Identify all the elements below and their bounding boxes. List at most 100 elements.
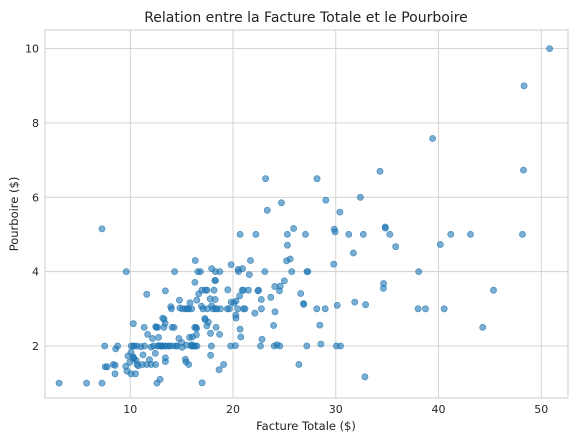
x-tick-label: 40	[432, 403, 446, 416]
data-point	[322, 196, 330, 204]
y-ticks: 2 4 6 8 10	[25, 43, 39, 353]
data-point	[321, 305, 329, 313]
data-point	[297, 290, 305, 297]
data-point	[175, 335, 183, 342]
data-point	[168, 323, 176, 331]
data-point	[160, 315, 168, 323]
y-tick-label: 10	[25, 43, 39, 56]
data-point	[112, 345, 120, 353]
data-point	[153, 379, 161, 387]
data-points	[55, 45, 553, 387]
x-tick-label: 20	[226, 403, 240, 416]
data-point	[152, 361, 159, 368]
data-point	[154, 323, 161, 331]
data-point	[519, 230, 526, 238]
data-point	[129, 320, 137, 328]
data-point	[415, 268, 423, 275]
data-point	[232, 311, 240, 319]
x-axis-label: Facture Totale ($)	[256, 419, 356, 433]
data-point	[157, 342, 165, 350]
data-point	[185, 361, 193, 368]
data-point	[546, 45, 553, 52]
y-tick-label: 8	[32, 117, 39, 130]
data-point	[520, 166, 527, 174]
data-point	[429, 135, 436, 142]
data-point	[362, 301, 369, 309]
data-point	[251, 309, 259, 317]
data-point	[140, 323, 148, 331]
data-point	[235, 268, 242, 275]
data-point	[207, 329, 214, 337]
data-point	[220, 361, 227, 368]
data-point	[392, 243, 400, 251]
data-point	[351, 298, 359, 306]
data-point	[295, 361, 303, 368]
data-point	[267, 293, 275, 301]
data-point	[333, 301, 341, 309]
data-point	[380, 280, 387, 287]
x-tick-label: 10	[123, 403, 137, 416]
y-axis-label: Pourboire ($)	[7, 177, 21, 252]
data-point	[283, 230, 291, 238]
data-point	[126, 358, 134, 366]
data-point	[304, 268, 312, 275]
data-point	[258, 335, 266, 343]
data-point	[361, 373, 369, 381]
data-point	[381, 224, 389, 232]
data-point	[211, 296, 219, 303]
data-point	[149, 335, 156, 342]
y-tick-label: 6	[32, 191, 39, 204]
data-point	[386, 230, 394, 238]
data-point	[207, 342, 215, 350]
data-point	[276, 287, 283, 295]
data-point	[101, 342, 109, 350]
data-point	[191, 323, 199, 331]
data-point	[303, 342, 311, 350]
y-tick-label: 4	[32, 266, 39, 279]
data-point	[244, 286, 252, 294]
data-point	[234, 305, 242, 313]
data-point	[252, 230, 260, 238]
data-point	[376, 167, 384, 175]
data-point	[467, 230, 474, 238]
data-point	[161, 287, 169, 295]
data-point	[103, 363, 111, 371]
data-point	[257, 296, 265, 303]
data-point	[436, 241, 444, 248]
data-point	[198, 379, 206, 387]
data-point	[283, 257, 290, 265]
data-point	[190, 342, 198, 350]
data-point	[330, 225, 338, 233]
data-point	[520, 82, 528, 90]
data-point	[216, 268, 224, 275]
data-point	[277, 199, 285, 207]
data-point	[143, 361, 150, 368]
data-point	[238, 286, 246, 294]
chart-title: Relation entre la Facture Totale et le P…	[144, 10, 468, 26]
data-point	[203, 305, 211, 313]
data-point	[280, 277, 288, 285]
data-point	[261, 268, 269, 275]
data-point	[236, 325, 244, 333]
data-point	[236, 230, 244, 238]
data-point	[139, 351, 147, 359]
data-point	[55, 379, 63, 387]
data-point	[271, 308, 279, 316]
data-point	[257, 342, 264, 350]
x-ticks: 10 20 30 40 50	[123, 403, 548, 416]
data-point	[193, 296, 201, 304]
data-point	[239, 305, 247, 313]
data-point	[98, 379, 106, 387]
data-point	[263, 206, 271, 214]
data-point	[313, 305, 321, 313]
data-point	[359, 230, 367, 238]
data-point	[440, 305, 448, 313]
data-point	[356, 193, 364, 201]
data-point	[171, 268, 178, 275]
data-point	[316, 321, 324, 329]
data-point	[217, 305, 224, 313]
data-point	[216, 330, 223, 338]
plot-frame	[44, 29, 569, 399]
data-point	[83, 379, 90, 387]
